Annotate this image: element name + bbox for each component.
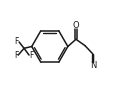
Text: F: F <box>15 37 19 46</box>
Text: O: O <box>72 21 79 30</box>
Text: N: N <box>89 61 95 70</box>
Text: F: F <box>14 51 18 60</box>
Text: F: F <box>29 51 33 60</box>
